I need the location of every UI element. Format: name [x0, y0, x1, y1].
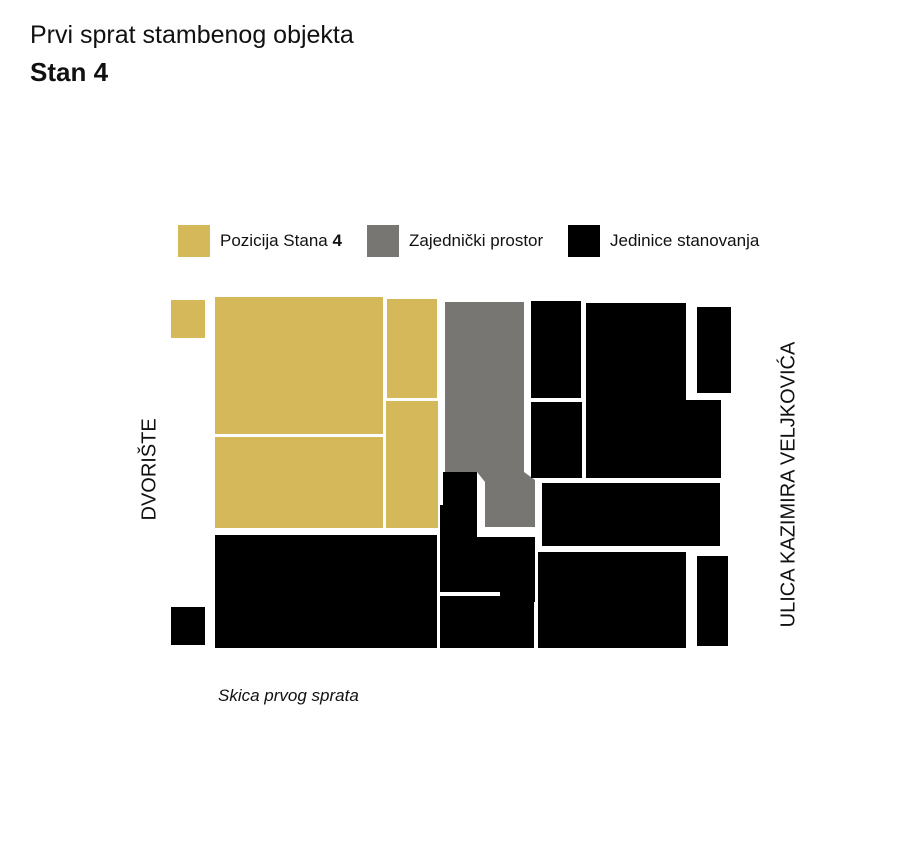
legend-apartment: Pozicija Stana 4 — [178, 225, 342, 257]
unit-3b — [586, 400, 721, 478]
page-subtitle: Stan 4 — [30, 57, 109, 87]
apartment-room-3 — [387, 299, 437, 398]
residential-units — [171, 301, 731, 648]
apartment-room-1 — [215, 297, 383, 434]
unit-8 — [440, 472, 535, 602]
apartment-4-area — [171, 297, 438, 528]
legend-common-label: Zajednički prostor — [409, 231, 544, 250]
apartment-room-4 — [386, 401, 438, 528]
unit-4 — [697, 307, 731, 393]
unit-10 — [538, 552, 686, 648]
common-space — [445, 302, 535, 527]
left-side-label: DVORIŠTE — [138, 418, 161, 521]
apartment-small-room — [171, 300, 205, 338]
legend-common: Zajednički prostor — [367, 225, 543, 257]
unit-7 — [171, 607, 205, 645]
legend-common-swatch — [367, 225, 399, 257]
legend-units: Jedinice stanovanja — [568, 225, 759, 257]
legend-units-swatch — [568, 225, 600, 257]
unit-11 — [697, 556, 728, 646]
page-title: Prvi sprat stambenog objekta — [30, 21, 354, 49]
legend-apartment-label: Pozicija Stana 4 — [220, 231, 342, 250]
unit-9 — [440, 596, 534, 648]
legend-units-label: Jedinice stanovanja — [610, 231, 760, 250]
legend-apartment-swatch — [178, 225, 210, 257]
unit-2 — [531, 402, 582, 478]
right-street-label: ULICA KAZIMIRA VELJKOVIĆA — [777, 341, 800, 628]
apartment-room-2 — [215, 437, 383, 528]
unit-3a — [586, 303, 686, 403]
unit-5 — [542, 483, 720, 546]
unit-6 — [215, 535, 437, 648]
plan-caption: Skica prvog sprata — [218, 686, 359, 705]
unit-1 — [531, 301, 581, 398]
